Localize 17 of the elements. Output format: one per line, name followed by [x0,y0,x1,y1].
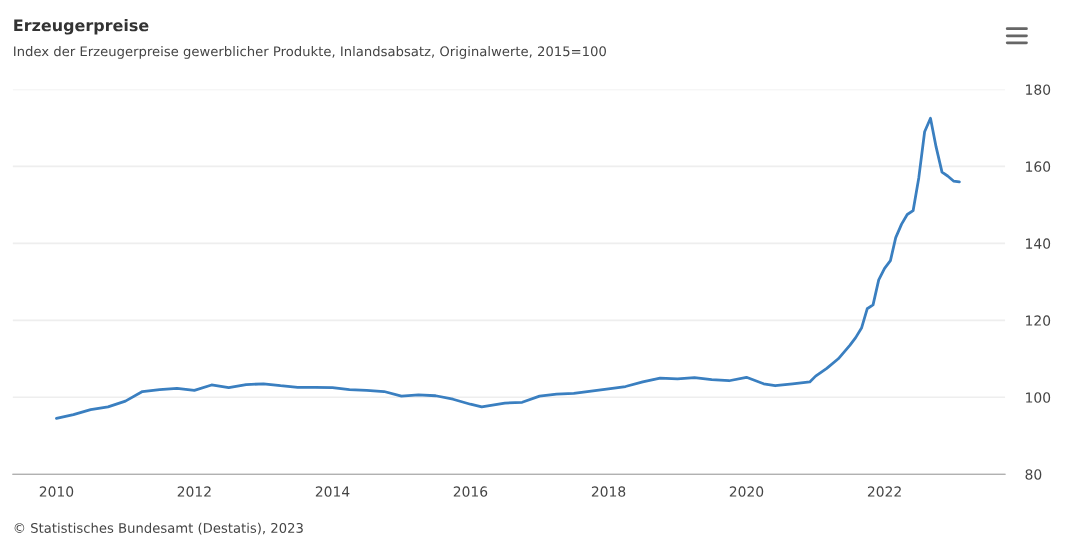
y-tick-label: 140 [1026,238,1051,249]
y-tick-label: 180 [1026,84,1051,95]
chart-subtitle: Index der Erzeugerpreise gewerblicher Produkte, Inlandsabsatz, Originalwerte, 2015=100 [14,46,606,59]
chart-title: Erzeugerpreise [14,18,149,35]
y-tick-label: 160 [1026,161,1051,172]
y-tick-label: 120 [1026,315,1051,326]
y-tick-label: 100 [1026,392,1051,403]
x-tick-label: 2020 [729,486,764,497]
x-tick-label: 2012 [177,486,211,497]
y-tick-label: 80 [1025,469,1042,480]
x-tick-label: 2010 [39,486,74,497]
x-tick-label: 2022 [867,486,901,497]
line-series [55,116,961,420]
x-tick-label: 2016 [453,486,488,497]
x-tick-label: 2018 [591,486,626,497]
x-tick-label: 2014 [315,486,350,497]
text: © Statistisches Bundesamt (Destatis), 2023 [14,522,303,535]
